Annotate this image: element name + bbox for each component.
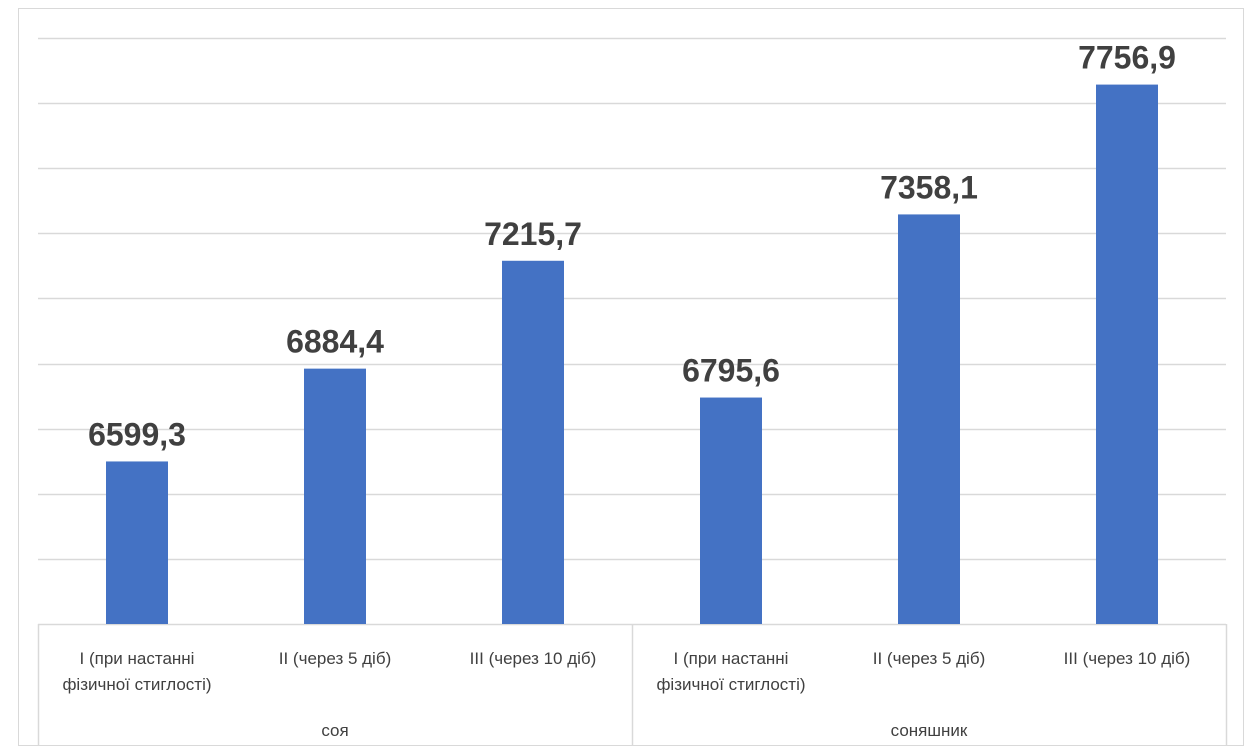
chart-frame	[18, 8, 1244, 746]
category-tick-label: III (через 10 діб)	[470, 649, 597, 668]
data-label: 7358,1	[880, 169, 978, 205]
data-label: 7215,7	[484, 216, 582, 252]
category-tick-label: I (при настанні фізичної стиглості)	[656, 649, 805, 694]
category-tick-label-line: I (при настанні	[80, 649, 195, 668]
data-label: 7756,9	[1078, 40, 1176, 76]
data-label: 6599,3	[88, 416, 186, 452]
category-tick-label: III (через 10 діб)	[1064, 649, 1191, 668]
data-label: 6884,4	[286, 324, 384, 360]
category-tick-label-line: II (через 5 діб)	[279, 649, 391, 668]
category-tick-label: II (через 5 діб)	[873, 649, 985, 668]
category-tick-label: I (при настанні фізичної стиглості)	[62, 649, 211, 694]
category-tick-label-line: фізичної стиглості)	[62, 675, 211, 694]
category-tick-label-line: III (через 10 діб)	[470, 649, 597, 668]
bar	[700, 397, 762, 624]
bar	[106, 461, 168, 624]
category-tick-label-line: фізичної стиглості)	[656, 675, 805, 694]
data-label: 6795,6	[682, 353, 780, 389]
category-tick-label: II (через 5 діб)	[279, 649, 391, 668]
category-tick-label-line: II (через 5 діб)	[873, 649, 985, 668]
category-tick-label-line: III (через 10 діб)	[1064, 649, 1191, 668]
category-tick-label-line: I (при настанні	[674, 649, 789, 668]
group-label: соняшник	[891, 721, 968, 740]
bar	[898, 214, 960, 624]
bar	[502, 260, 564, 624]
group-label: соя	[321, 721, 348, 740]
bar	[1096, 84, 1158, 625]
bar	[304, 368, 366, 624]
